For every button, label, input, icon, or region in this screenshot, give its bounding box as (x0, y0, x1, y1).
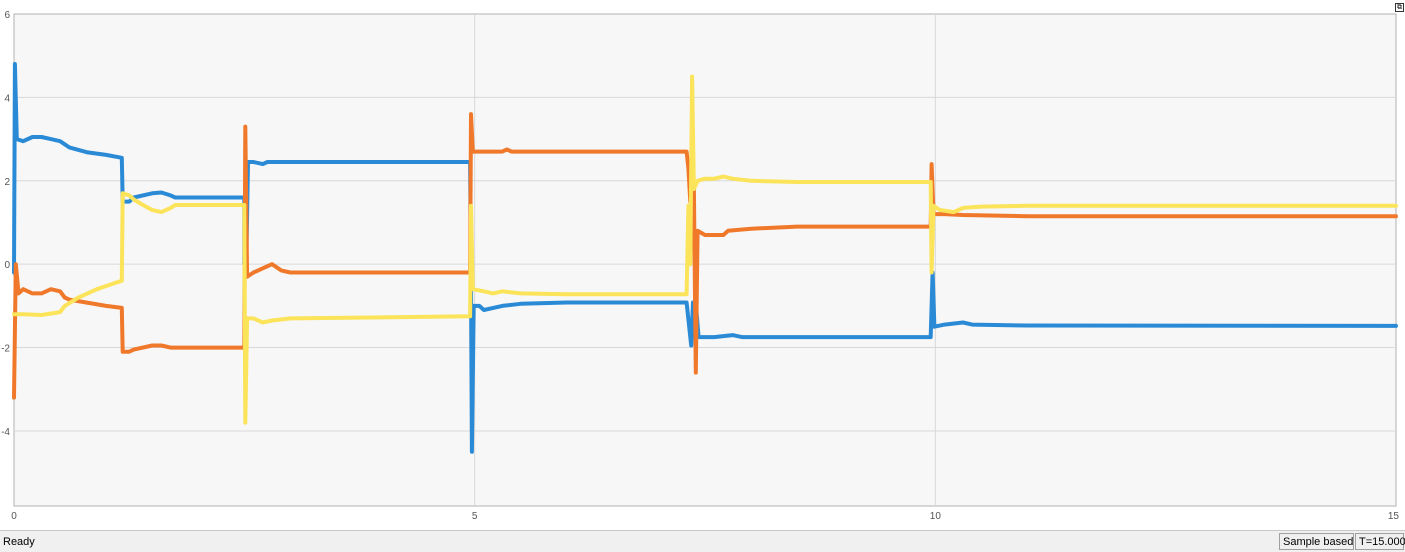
status-time: T=15.000 (1355, 533, 1405, 550)
x-tick-label: 10 (930, 511, 942, 522)
plot-frame (13, 13, 1397, 507)
scope-plot-area: 0 5 10 15 -4 -2 0 2 4 6 ⧉ (1, 3, 1404, 522)
y-tick-label: 0 (4, 260, 10, 271)
status-bar: Ready Sample based T=15.000 (0, 530, 1405, 552)
undock-icon[interactable]: ⧉ (1395, 3, 1404, 12)
tick-labels: 0 5 10 15 -4 -2 0 2 4 6 (1, 10, 1399, 522)
x-tick-label: 5 (472, 511, 478, 522)
x-tick-label: 15 (1388, 511, 1400, 522)
status-mode: Sample based (1279, 533, 1354, 550)
line-chart: 0 5 10 15 -4 -2 0 2 4 6 (1, 10, 1399, 522)
series-lines (12, 62, 1398, 454)
y-tick-label: -4 (1, 427, 10, 438)
status-ready: Ready (3, 536, 35, 548)
y-tick-label: -2 (1, 344, 10, 355)
series-line-1 (12, 62, 1398, 454)
y-tick-label: 4 (4, 93, 10, 104)
y-tick-label: 2 (4, 177, 10, 188)
series-line-3 (12, 74, 1398, 425)
x-tick-label: 0 (11, 511, 17, 522)
y-tick-label: 6 (4, 10, 10, 21)
